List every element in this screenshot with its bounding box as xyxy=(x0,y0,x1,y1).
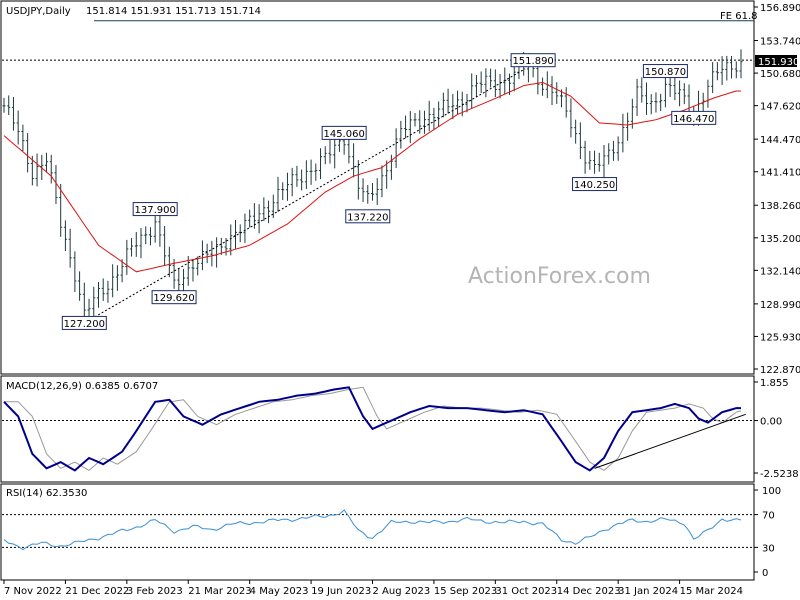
fe-618-label: FE 61.8 xyxy=(720,11,758,22)
macd-signal-line xyxy=(4,386,742,472)
price-trendline-layer xyxy=(84,69,524,324)
rsi-axis-label: 100 xyxy=(762,486,781,497)
price-ohlc: 151.814 151.931 151.713 151.714 xyxy=(86,6,261,17)
price-annotation: 137.220 xyxy=(345,209,391,224)
x-axis-label: 15 Sep 2023 xyxy=(434,586,497,597)
moving-average-line xyxy=(3,81,741,273)
price-annotation: 129.620 xyxy=(151,290,197,305)
x-axis-label: 7 Nov 2022 xyxy=(4,586,62,597)
current-price-box: 151.930 xyxy=(755,55,799,68)
x-axis-label: 14 Dec 2023 xyxy=(557,586,621,597)
macd-label: MACD(12,26,9) 0.6385 0.6707 xyxy=(6,381,158,392)
annotation-text: 150.870 xyxy=(645,67,686,78)
rsi-line xyxy=(3,509,742,551)
price-annotations: 127.200 137.900 129.620 145.060 137.220 151.8… xyxy=(61,53,717,330)
price-header: USDJPY,Daily xyxy=(6,6,71,17)
price-axis-label: 153.740 xyxy=(760,37,800,48)
annotation-box xyxy=(345,209,391,224)
annotation-box xyxy=(572,177,618,192)
price-axis-label: 138.260 xyxy=(760,201,800,212)
price-axis-label: 125.930 xyxy=(760,332,800,343)
annotation-box xyxy=(132,202,178,217)
price-panel: ActionForex.com USDJPY,Daily 151.814 151… xyxy=(0,0,800,376)
x-axis-label: 15 Mar 2024 xyxy=(680,586,743,597)
rsi-axis-label: 0 xyxy=(762,568,768,579)
price-axis-label: 156.890 xyxy=(760,3,800,14)
annotation-text: 140.250 xyxy=(574,180,615,191)
annotation-text: 151.890 xyxy=(512,56,553,67)
annotation-text: 137.900 xyxy=(134,205,175,216)
price-axis-label: 147.620 xyxy=(760,102,800,113)
x-axis-label: 21 Dec 2022 xyxy=(65,586,129,597)
macd-trendline xyxy=(594,413,746,469)
macd-axis-label: 1.855 xyxy=(760,378,789,389)
price-annotation: 140.250 xyxy=(572,177,618,192)
x-axis-label: 4 May 2023 xyxy=(250,586,309,597)
x-axis-label: 21 Mar 2023 xyxy=(188,586,251,597)
annotation-text: 145.060 xyxy=(323,129,364,140)
annotation-text: 127.200 xyxy=(64,319,105,330)
macd-axis-label: 0.00 xyxy=(760,417,782,428)
macd-axis-label: -2.5238 xyxy=(760,469,799,480)
current-price-box-bg xyxy=(755,55,797,67)
rsi-axis: 100 70 30 0 xyxy=(754,486,781,579)
price-axis-label: 122.870 xyxy=(760,365,800,376)
price-annotation: 127.200 xyxy=(61,315,107,330)
price-axis-label: 144.470 xyxy=(760,135,800,146)
rsi-panel: RSI(14) 62.3530 100 70 30 0 xyxy=(0,483,781,581)
annotation-box xyxy=(671,110,717,125)
annotation-box xyxy=(321,125,367,140)
price-axis-label: 132.140 xyxy=(760,266,800,277)
rsi-axis-label: 70 xyxy=(762,511,775,522)
price-axis-label: 135.200 xyxy=(760,234,800,245)
x-axis-label: 3 Feb 2023 xyxy=(127,586,183,597)
x-axis-label: 19 Jun 2023 xyxy=(311,586,371,597)
current-price-label: 151.930 xyxy=(758,57,799,68)
price-axis-label: 141.410 xyxy=(760,168,800,179)
annotation-text: 129.620 xyxy=(153,293,194,304)
rsi-panel-frame xyxy=(0,483,755,581)
rsi-label: RSI(14) 62.3530 xyxy=(6,488,87,499)
macd-axis: 1.855 0.00 -2.5238 xyxy=(754,378,799,480)
rsi-axis-label: 30 xyxy=(762,543,775,554)
annotation-box xyxy=(510,53,556,68)
x-axis-label: 31 Jan 2024 xyxy=(618,586,678,597)
price-axis-label: 128.990 xyxy=(760,300,800,311)
price-trendline xyxy=(84,69,524,324)
price-annotation: 137.900 xyxy=(132,202,178,217)
price-annotation: 151.890 xyxy=(510,53,556,68)
macd-main-line xyxy=(3,386,741,472)
annotation-text: 137.220 xyxy=(347,212,388,223)
price-axis-label: 150.680 xyxy=(760,69,800,80)
macd-panel: MACD(12,26,9) 0.6385 0.6707 1.855 0.00 -2.… xyxy=(0,375,799,483)
price-annotation: 146.470 xyxy=(671,110,717,125)
annotation-box xyxy=(151,290,197,305)
annotation-text: 146.470 xyxy=(673,114,714,125)
annotation-box xyxy=(642,64,688,79)
annotation-box xyxy=(61,315,107,330)
price-annotation: 145.060 xyxy=(321,125,367,140)
price-axis: 156.890 153.740 150.680 147.620 144.470 141.4… xyxy=(754,3,800,376)
x-axis-label: 2 Aug 2023 xyxy=(373,586,431,597)
x-axis-label: 31 Oct 2023 xyxy=(495,586,557,597)
macd-panel-frame xyxy=(0,375,755,483)
price-annotation: 150.870 xyxy=(642,64,688,79)
watermark-text: ActionForex.com xyxy=(468,264,651,289)
